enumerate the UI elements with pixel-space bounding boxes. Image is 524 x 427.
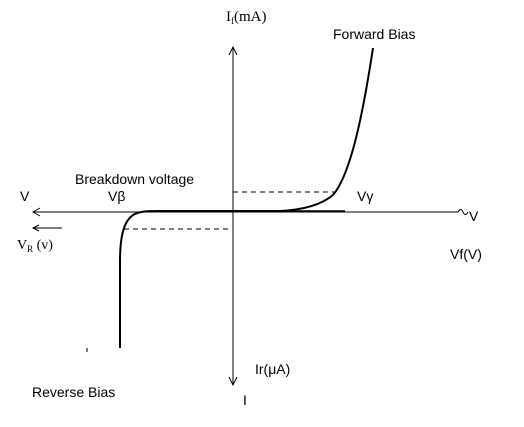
bottom-arrowhead xyxy=(228,376,238,387)
vr-axis-label: VR (v) xyxy=(17,239,53,254)
v-gamma-label: Vγ xyxy=(357,188,374,204)
if-axis-main: I xyxy=(226,9,231,25)
v-beta-label: Vβ xyxy=(108,188,126,204)
breakdown-voltage-label: Breakdown voltage xyxy=(75,171,195,187)
axis-break-squiggle xyxy=(457,209,469,215)
vr-unit: (v) xyxy=(33,238,53,253)
if-axis-unit: (mA) xyxy=(234,9,267,25)
reverse-arrowhead xyxy=(31,224,40,232)
reverse-bias-label: Reverse Bias xyxy=(32,384,116,400)
v-left-label: V xyxy=(20,188,30,204)
ir-axis-label: Ir(μA) xyxy=(255,361,291,377)
vr-main: V xyxy=(17,238,28,253)
forward-bias-label: Forward Bias xyxy=(333,26,416,42)
if-axis-subscript: f xyxy=(231,16,234,26)
v-right-label: V xyxy=(469,208,479,224)
i-bottom-label: I xyxy=(243,392,247,408)
vr-subscript: R xyxy=(27,244,34,254)
vf-axis-label: Vf(V) xyxy=(450,246,482,262)
iv-curve xyxy=(119,47,374,348)
top-arrowhead xyxy=(228,45,238,56)
left-arrowhead xyxy=(31,207,41,217)
if-axis-label: If(mA) xyxy=(226,10,267,26)
